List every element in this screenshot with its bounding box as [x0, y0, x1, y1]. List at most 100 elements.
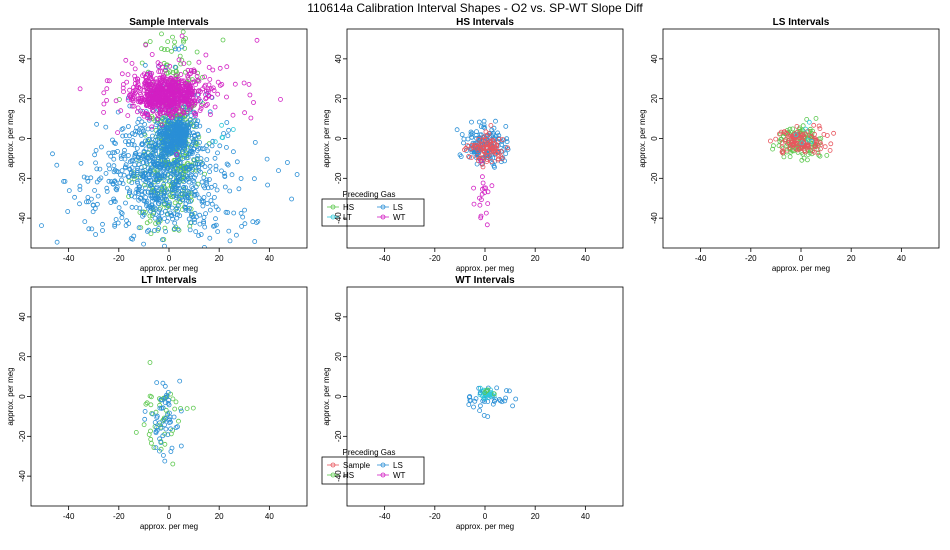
data-point-ls	[177, 213, 183, 219]
data-point-ls	[197, 212, 203, 218]
data-point-ls	[126, 190, 132, 196]
data-point-ls	[119, 168, 125, 174]
y-tick-label: -40	[650, 212, 659, 224]
data-point-wt	[478, 213, 484, 219]
data-point-ls	[481, 124, 487, 130]
data-point-ls	[155, 179, 161, 185]
data-point-hs	[485, 387, 491, 393]
data-point-wt	[210, 67, 216, 73]
data-point-ls	[469, 119, 474, 125]
data-point-ls	[97, 166, 103, 172]
data-point-ls	[163, 426, 169, 432]
data-point-sample	[773, 136, 779, 142]
data-point-ls	[162, 400, 168, 406]
data-point-ls	[172, 220, 178, 226]
data-point-ls	[173, 46, 178, 52]
data-point-sample	[784, 147, 790, 153]
panel-ls: LS Intervals -40 -20 0 20 40 -40 -20 0 20 40 approx…	[638, 17, 940, 273]
data-point-ls	[95, 193, 101, 199]
data-point-ls	[226, 228, 232, 234]
data-point-wt	[241, 80, 247, 86]
data-point-ls	[144, 140, 150, 146]
data-point-wt	[163, 95, 168, 100]
data-point-wt	[174, 77, 180, 82]
data-point-wt	[206, 65, 212, 70]
data-point-ls	[207, 169, 213, 175]
data-point-ls	[163, 197, 169, 203]
data-point-hs	[824, 152, 830, 158]
data-point-hs	[162, 225, 168, 231]
panel-title: HS Intervals	[456, 17, 514, 28]
data-point-ls	[140, 126, 146, 132]
data-point-ls	[188, 143, 194, 149]
data-point-hs	[800, 123, 806, 129]
legend: Preceding Gas Sample LS HS WT	[321, 448, 425, 485]
data-point-wt	[181, 91, 187, 97]
data-point-ls	[103, 124, 109, 130]
data-point-ls	[468, 397, 474, 403]
data-point-ls	[111, 163, 117, 169]
data-point-ls	[191, 139, 196, 145]
data-point-ls	[157, 405, 163, 411]
data-point-hs	[787, 126, 793, 132]
data-point-wt	[478, 158, 484, 164]
legend-label-sample: Sample	[343, 461, 371, 470]
x-tick-label: 20	[531, 254, 540, 263]
data-point-sample	[481, 149, 487, 155]
data-point-sample	[500, 137, 505, 142]
data-point-sample	[793, 146, 799, 152]
data-point-wt	[177, 98, 183, 104]
data-point-ls	[251, 176, 257, 182]
data-point-ls	[231, 210, 237, 216]
x-tick-label: 0	[167, 512, 172, 521]
data-point-ls	[200, 203, 206, 209]
data-point-sample	[817, 126, 823, 132]
data-point-sample	[821, 131, 827, 137]
data-point-ls	[165, 211, 170, 217]
panel-sample: Sample Intervals -40 -20 0 20 40 -40 -20 0 20 40 ap…	[6, 17, 425, 273]
data-point-ls	[226, 127, 232, 133]
data-point-wt	[195, 98, 201, 104]
data-point-hs	[142, 182, 148, 188]
data-point-ls	[294, 172, 300, 177]
data-point-ls	[94, 166, 100, 172]
data-point-ls	[183, 207, 189, 213]
data-point-ls	[151, 108, 157, 113]
data-point-hs	[176, 227, 182, 233]
data-point-ls	[180, 176, 186, 182]
data-point-ls	[164, 162, 170, 168]
data-point-ls	[157, 207, 163, 213]
data-point-ls	[118, 172, 123, 178]
data-point-wt	[247, 92, 253, 98]
data-point-lt	[799, 140, 805, 146]
data-point-ls	[159, 163, 165, 169]
data-point-ls	[206, 177, 212, 182]
y-tick-label: -40	[18, 212, 27, 224]
data-point-wt	[196, 88, 202, 94]
y-tick-label: -40	[334, 212, 343, 224]
data-point-ls	[239, 223, 245, 229]
data-point-ls	[50, 151, 55, 157]
data-point-ls	[176, 134, 182, 140]
data-point-hs	[147, 213, 153, 219]
data-point-lt	[481, 395, 487, 401]
data-point-wt	[478, 197, 484, 203]
data-point-ls	[199, 146, 205, 152]
data-point-ls	[227, 188, 233, 194]
data-point-ls	[84, 199, 89, 205]
data-point-ls	[499, 142, 505, 147]
data-point-ls	[142, 416, 148, 422]
data-point-ls	[215, 150, 220, 156]
panel-wt: WT Intervals -40 -20 0 20 40 -40 -20 0 20 40 approx…	[322, 275, 624, 531]
y-axis-label: approx. per meg	[322, 367, 331, 425]
data-point-ls	[146, 172, 152, 177]
data-point-ls	[153, 445, 159, 451]
data-point-ls	[201, 175, 207, 181]
data-point-ls	[178, 408, 184, 414]
data-point-ls	[154, 161, 160, 166]
data-point-wt	[219, 82, 225, 87]
data-point-ls	[191, 175, 197, 181]
data-point-wt	[125, 72, 131, 77]
data-point-ls	[169, 187, 175, 193]
